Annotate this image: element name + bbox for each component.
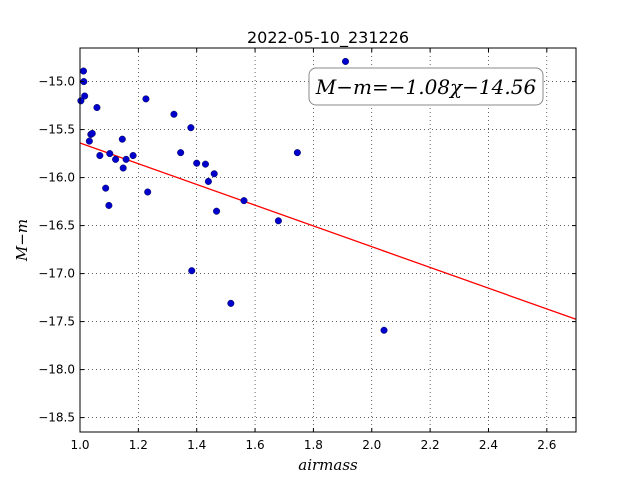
data-point xyxy=(274,217,282,225)
data-point xyxy=(129,152,137,160)
axis-ticks xyxy=(79,48,576,432)
data-point xyxy=(119,164,127,172)
data-point xyxy=(142,95,150,103)
data-point xyxy=(80,67,88,75)
x-tick-labels: 1.0 1.2 1.4 1.6 1.8 2.0 2.2 2.4 2.6 xyxy=(70,438,556,452)
fit-equation-box: M−m=−1.08χ−14.56 xyxy=(308,67,544,106)
data-point xyxy=(122,155,130,163)
y-axis-label: M−m xyxy=(13,219,31,262)
data-point xyxy=(81,92,89,100)
grid xyxy=(79,48,576,432)
data-point xyxy=(227,299,235,307)
x-tick-label: 2.6 xyxy=(537,438,556,452)
y-tick-label: −17.5 xyxy=(38,315,75,329)
data-point xyxy=(187,124,195,132)
data-point xyxy=(201,160,209,168)
data-point xyxy=(77,97,85,105)
data-point xyxy=(112,155,120,163)
data-point xyxy=(85,137,93,145)
data-point xyxy=(293,149,301,157)
data-point xyxy=(96,152,104,160)
x-tick-label: 1.4 xyxy=(187,438,206,452)
x-tick-label: 1.2 xyxy=(129,438,148,452)
x-tick-label: 2.4 xyxy=(479,438,498,452)
fit-line xyxy=(79,142,577,320)
y-tick-label: −17.0 xyxy=(38,267,75,281)
x-tick-label: 2.0 xyxy=(362,438,381,452)
y-tick-label: −16.0 xyxy=(38,171,75,185)
data-point xyxy=(213,207,221,215)
fit-equation-frame xyxy=(308,67,544,106)
y-tick-label: −15.0 xyxy=(38,75,75,89)
data-point xyxy=(380,326,388,334)
data-point xyxy=(240,197,248,205)
x-tick-label: 1.0 xyxy=(70,438,89,452)
fit-line-layer xyxy=(79,142,577,320)
x-axis-label: airmass xyxy=(298,456,358,474)
y-tick-label: −15.5 xyxy=(38,123,75,137)
x-tick-label: 2.2 xyxy=(421,438,440,452)
data-point xyxy=(342,57,350,65)
data-point xyxy=(193,159,201,167)
data-point xyxy=(93,104,101,112)
data-point xyxy=(204,177,212,185)
data-point xyxy=(118,135,126,143)
chart-title: 2022-05-10_231226 xyxy=(247,28,409,48)
data-point xyxy=(177,149,185,157)
x-tick-label: 1.8 xyxy=(304,438,323,452)
plot-frame xyxy=(79,47,577,433)
x-tick-label: 1.6 xyxy=(246,438,265,452)
data-point xyxy=(106,150,114,158)
y-tick-labels: −15.0 −15.5 −16.0 −16.5 −17.0 −17.5 −18.0 −18.5 xyxy=(38,75,75,425)
y-tick-label: −16.5 xyxy=(38,219,75,233)
y-tick-label: −18.0 xyxy=(38,363,75,377)
data-point xyxy=(88,129,96,137)
data-point xyxy=(170,110,178,118)
y-tick-label: −18.5 xyxy=(38,411,75,425)
data-points xyxy=(77,57,388,334)
data-point xyxy=(102,184,110,192)
data-point xyxy=(188,267,196,275)
data-point xyxy=(144,188,152,196)
data-point xyxy=(105,201,113,209)
fit-equation-label: M−m=−1.08χ−14.56 xyxy=(315,75,537,99)
data-point xyxy=(210,170,218,178)
